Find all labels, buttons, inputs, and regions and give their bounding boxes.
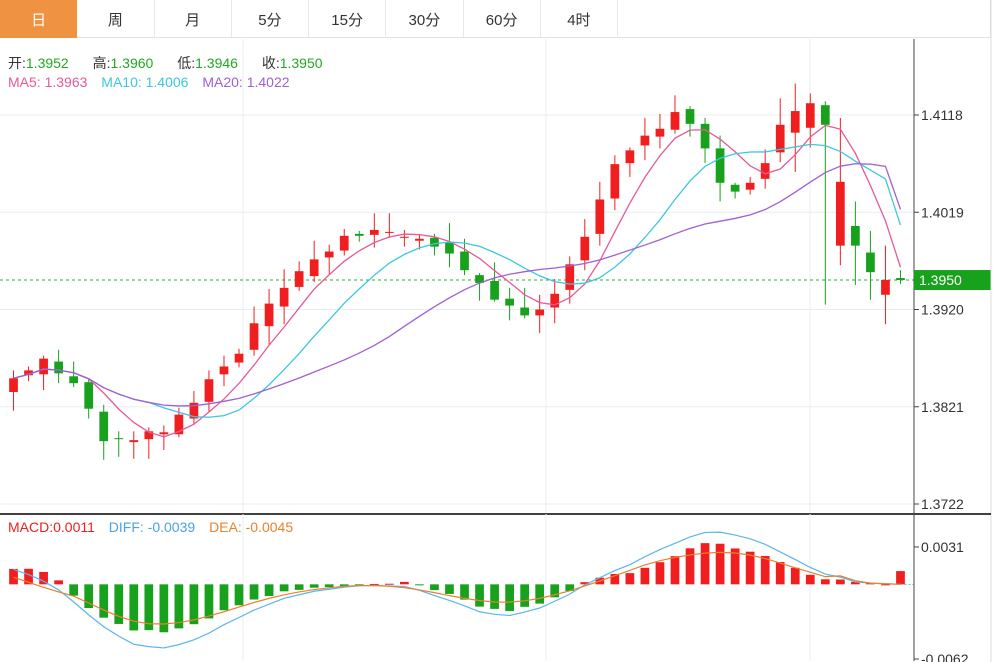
svg-text:1.4118: 1.4118 <box>921 107 963 123</box>
svg-text:1.3950: 1.3950 <box>919 272 962 288</box>
svg-text:-0.0062: -0.0062 <box>921 651 969 662</box>
svg-text:1.3821: 1.3821 <box>921 399 964 415</box>
svg-text:1.4019: 1.4019 <box>921 204 964 220</box>
svg-text:1.3722: 1.3722 <box>921 496 964 512</box>
svg-text:0.0031: 0.0031 <box>921 539 964 555</box>
svg-text:1.3920: 1.3920 <box>921 302 964 318</box>
